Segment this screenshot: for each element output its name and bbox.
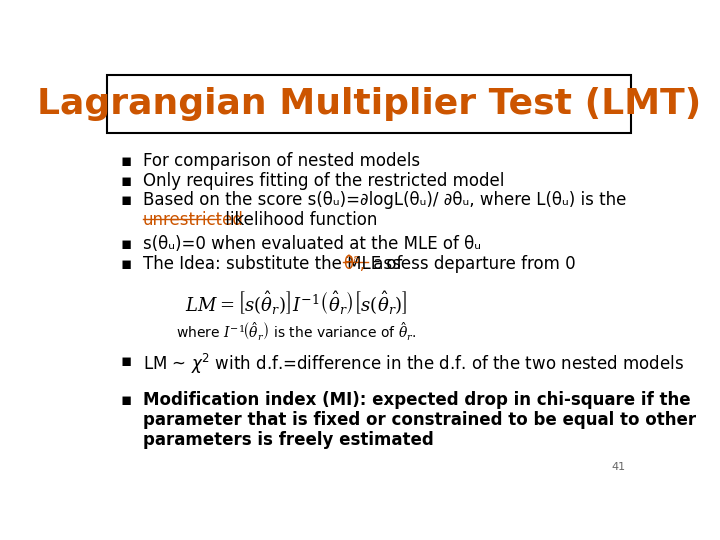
- Text: parameter that is fixed or constrained to be equal to other: parameter that is fixed or constrained t…: [143, 411, 696, 429]
- Text: ▪: ▪: [121, 191, 132, 209]
- Text: For comparison of nested models: For comparison of nested models: [143, 152, 420, 170]
- Text: s(θᵤ)=0 when evaluated at the MLE of θᵤ: s(θᵤ)=0 when evaluated at the MLE of θᵤ: [143, 235, 481, 253]
- Text: θ̂ᵟ,: θ̂ᵟ,: [343, 255, 365, 273]
- Text: where $I^{-1}\!\left(\hat{\theta}_r\right)$ is the variance of $\hat{\theta}_r$.: where $I^{-1}\!\left(\hat{\theta}_r\righ…: [176, 321, 417, 343]
- Text: Modification index (MI): expected drop in chi-square if the: Modification index (MI): expected drop i…: [143, 391, 690, 409]
- Text: Based on the score s(θᵤ)=∂logL(θᵤ)/ ∂θᵤ, where L(θᵤ) is the: Based on the score s(θᵤ)=∂logL(θᵤ)/ ∂θᵤ,…: [143, 191, 626, 209]
- Text: $LM = \left[s(\hat{\theta}_r)\right] I^{-1}\left(\hat{\theta}_r\right)\left[s(\h: $LM = \left[s(\hat{\theta}_r)\right] I^{…: [185, 289, 408, 316]
- Text: ▪: ▪: [121, 152, 132, 170]
- Text: ▪: ▪: [121, 391, 132, 409]
- Text: parameters is freely estimated: parameters is freely estimated: [143, 431, 433, 449]
- Text: Lagrangian Multiplier Test (LMT): Lagrangian Multiplier Test (LMT): [37, 87, 701, 122]
- Text: LM ~ $\chi^2$ with d.f.=difference in the d.f. of the two nested models: LM ~ $\chi^2$ with d.f.=difference in th…: [143, 352, 684, 376]
- Text: likelihood function: likelihood function: [220, 211, 377, 229]
- Text: ▪: ▪: [121, 352, 132, 370]
- FancyBboxPatch shape: [107, 75, 631, 133]
- Text: Only requires fitting of the restricted model: Only requires fitting of the restricted …: [143, 172, 505, 190]
- Text: ▪: ▪: [121, 172, 132, 190]
- Text: ▪: ▪: [121, 235, 132, 253]
- Text: The Idea: substitute the MLE of: The Idea: substitute the MLE of: [143, 255, 408, 273]
- Text: ▪: ▪: [121, 255, 132, 273]
- Text: 41: 41: [611, 462, 626, 472]
- Text: assess departure from 0: assess departure from 0: [368, 255, 575, 273]
- Text: unrestricted: unrestricted: [143, 211, 244, 229]
